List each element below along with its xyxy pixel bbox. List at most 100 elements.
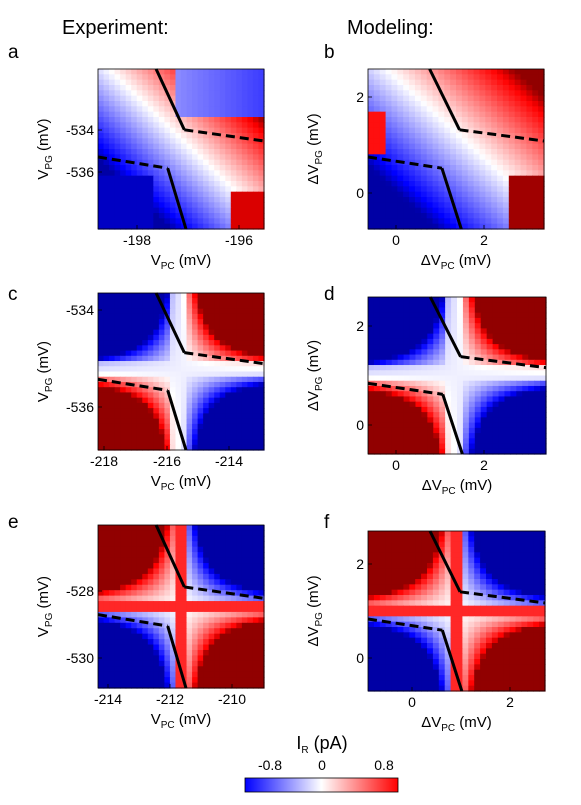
heatmap-cell — [153, 397, 160, 404]
heatmap-cell — [391, 127, 398, 134]
heatmap-cell — [158, 122, 165, 129]
heatmap-cell — [438, 69, 445, 75]
heatmap-cell — [373, 531, 381, 537]
heatmap-cell — [98, 655, 105, 662]
heatmap-cell — [169, 444, 177, 451]
heatmap-cell — [540, 417, 547, 424]
heatmap-cell — [467, 186, 475, 193]
heatmap-cell — [181, 525, 188, 532]
heatmap-cell — [403, 323, 411, 329]
heatmap-cell — [461, 79, 469, 86]
heatmap-cell — [109, 628, 116, 635]
heatmap-cell — [421, 584, 428, 591]
heatmap-cell — [450, 547, 458, 553]
heatmap-cell — [98, 639, 105, 646]
heatmap-cell — [451, 433, 458, 439]
heatmap-cell — [120, 308, 127, 315]
heatmap-cell — [236, 207, 243, 214]
heatmap-cell — [131, 525, 138, 532]
heatmap-cell — [197, 666, 204, 673]
heatmap-cell — [502, 90, 510, 97]
heatmap-cell — [164, 525, 171, 532]
heatmap-cell — [197, 439, 204, 446]
heatmap-cell — [114, 329, 121, 336]
heatmap-cell — [109, 298, 116, 305]
heatmap-cell — [538, 218, 545, 225]
heatmap-cell — [415, 433, 422, 439]
heatmap-cell — [153, 434, 160, 441]
heatmap-cell — [186, 329, 193, 336]
heatmap-cell — [456, 573, 463, 580]
heatmap-cell — [522, 438, 529, 445]
heatmap-cell — [461, 154, 469, 161]
heatmap-cell — [397, 380, 405, 387]
heatmap-cell — [98, 371, 105, 378]
heatmap-cell — [181, 434, 188, 441]
heatmap-cell — [486, 370, 494, 377]
heatmap-cell — [109, 387, 116, 394]
heatmap-cell — [203, 186, 210, 193]
heatmap-cell — [462, 443, 470, 450]
heatmap-cell — [385, 297, 393, 303]
heatmap-cell — [502, 74, 510, 81]
heatmap-cell — [219, 666, 226, 673]
heatmap-cell — [169, 191, 177, 198]
heatmap-cell — [504, 338, 511, 345]
heatmap-cell — [164, 202, 171, 209]
heatmap-cell — [485, 175, 492, 182]
heatmap-cell — [427, 396, 434, 403]
heatmap-cell — [247, 376, 254, 383]
y-tick-label: 2 — [356, 318, 364, 334]
heatmap-cell — [258, 671, 265, 678]
heatmap-cell — [192, 308, 199, 315]
heatmap-cell — [491, 117, 498, 123]
heatmap-cell — [526, 186, 533, 193]
heatmap-cell — [379, 338, 387, 345]
heatmap-cell — [230, 340, 237, 346]
heatmap-cell — [125, 590, 132, 597]
heatmap-cell — [186, 149, 193, 155]
heatmap-cell — [526, 74, 533, 81]
heatmap-cell — [538, 95, 545, 102]
heatmap-cell — [114, 90, 121, 97]
heatmap-cell — [236, 601, 243, 608]
heatmap-cell — [219, 111, 226, 118]
heatmap-cell — [258, 149, 265, 155]
heatmap-cell — [158, 74, 165, 81]
heatmap-cell — [462, 375, 470, 382]
heatmap-cell — [192, 525, 199, 532]
heatmap-cell — [181, 293, 188, 299]
heatmap-cell — [236, 329, 243, 336]
heatmap-cell — [461, 90, 469, 97]
heatmap-cell — [192, 218, 199, 225]
heatmap-cell — [236, 218, 243, 225]
heatmap-cell — [450, 552, 458, 559]
heatmap-cell — [175, 666, 182, 673]
heatmap-cell — [474, 568, 481, 575]
heatmap-cell — [192, 439, 199, 446]
heatmap-cell — [114, 106, 121, 113]
heatmap-cell — [98, 617, 105, 624]
heatmap-cell — [109, 186, 116, 193]
heatmap-cell — [397, 90, 404, 97]
heatmap-cell — [497, 138, 504, 145]
heatmap-cell — [114, 434, 121, 441]
heatmap-cell — [230, 366, 237, 373]
heatmap-cell — [241, 525, 248, 532]
heatmap-cell — [498, 312, 506, 319]
heatmap-cell — [468, 365, 476, 371]
heatmap-cell — [415, 370, 422, 377]
heatmap-cell — [103, 127, 110, 134]
heatmap-cell — [409, 138, 416, 145]
heatmap-cell — [197, 434, 204, 441]
heatmap-cell — [486, 584, 493, 591]
heatmap-cell — [409, 317, 417, 324]
heatmap-cell — [252, 95, 260, 102]
heatmap-cell — [131, 186, 138, 193]
heatmap-cell — [175, 303, 182, 310]
heatmap-cell — [403, 370, 411, 377]
heatmap-cell — [98, 191, 105, 198]
heatmap-cell — [438, 223, 445, 230]
heatmap-cell — [169, 622, 177, 629]
